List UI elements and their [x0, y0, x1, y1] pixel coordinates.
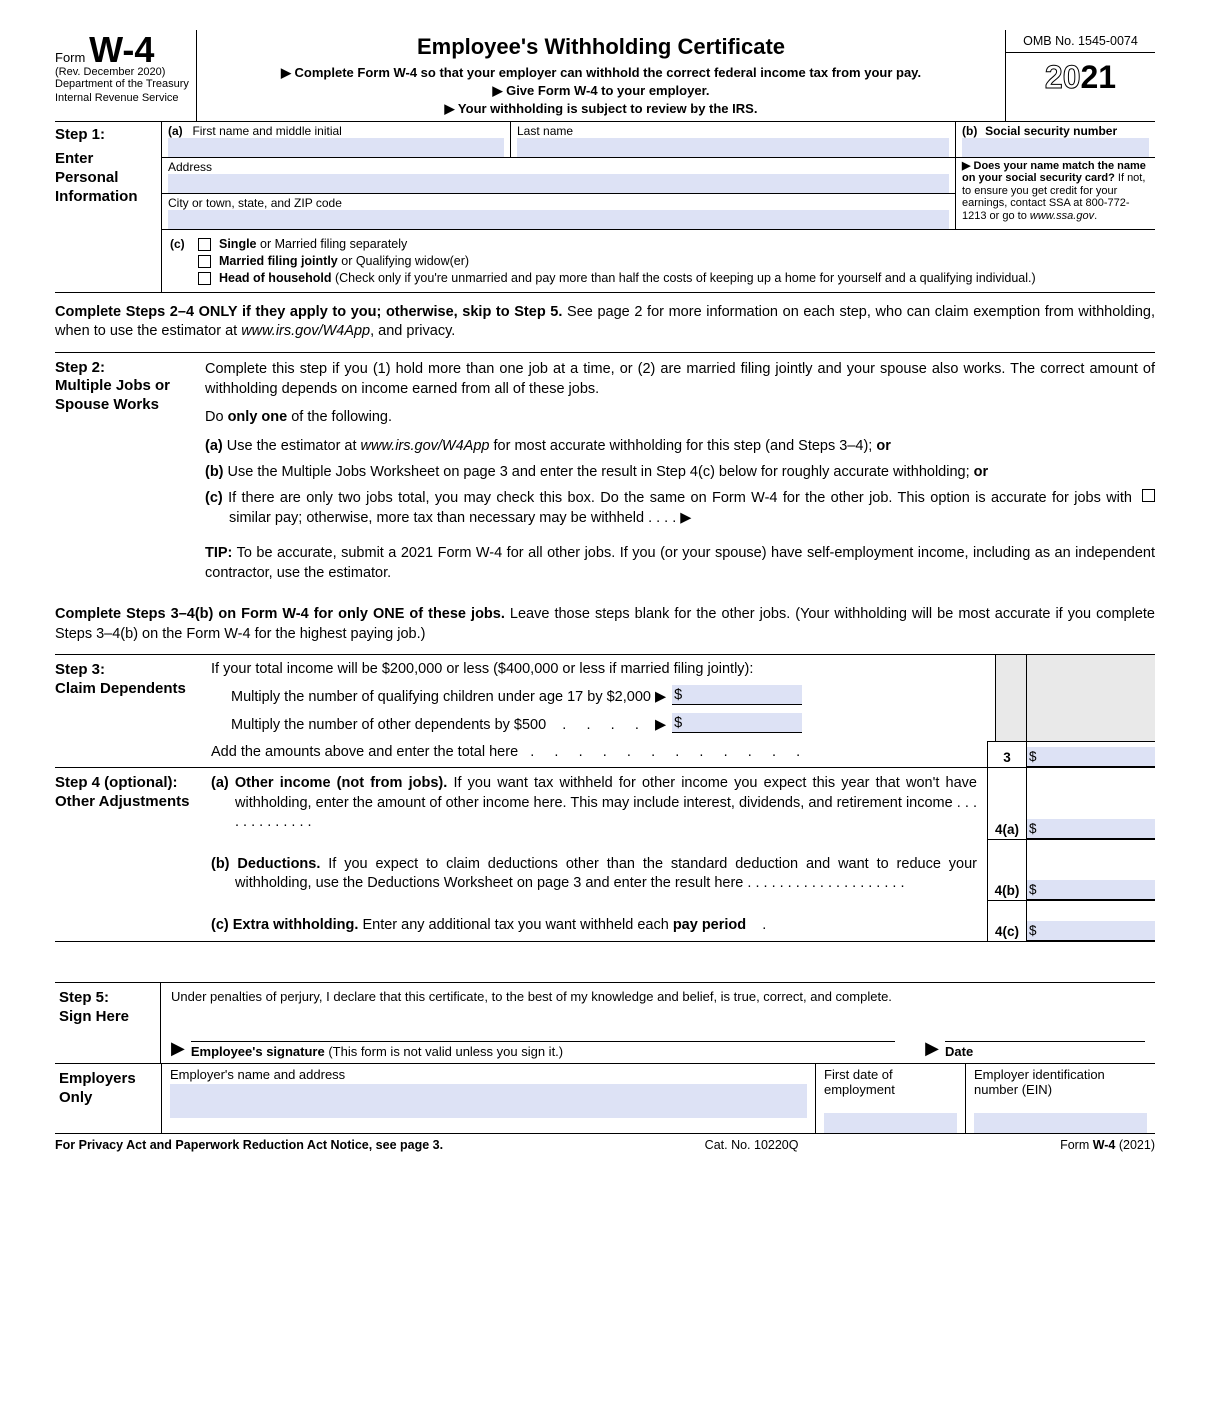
- step4-b: (b) Deductions. If you expect to claim d…: [211, 855, 977, 894]
- label-firstname: First name and middle initial: [192, 124, 341, 138]
- checkbox-2c[interactable]: [1142, 489, 1155, 502]
- tax-year: 2021: [1006, 53, 1155, 96]
- perjury-statement: Under penalties of perjury, I declare th…: [171, 989, 1145, 1004]
- input-4c[interactable]: $: [1027, 921, 1155, 941]
- label-employer-name: Employer's name and address: [170, 1067, 807, 1082]
- checkbox-single[interactable]: [198, 238, 211, 251]
- step3-line2: Multiply the number of other dependents …: [231, 717, 546, 733]
- caret-icon: ▶: [171, 1038, 185, 1059]
- form-word: Form: [55, 50, 85, 65]
- omb-number: OMB No. 1545-0074: [1006, 30, 1155, 53]
- step3: Step 3: Claim Dependents If your total i…: [55, 655, 1155, 741]
- form-header: Form W-4 (Rev. December 2020) Department…: [55, 30, 1155, 122]
- employers-label: Employers Only: [55, 1064, 161, 1133]
- input-first-date[interactable]: [824, 1113, 957, 1133]
- signature-line[interactable]: Employee's signature (This form is not v…: [191, 1041, 895, 1059]
- input-children-amount[interactable]: $: [672, 685, 802, 705]
- footer-left: For Privacy Act and Paperwork Reduction …: [55, 1138, 443, 1152]
- step2: Step 2: Multiple Jobs or Spouse Works Co…: [55, 353, 1155, 602]
- step2-intro: Complete this step if you (1) hold more …: [205, 359, 1155, 400]
- step1: Step 1: Enter Personal Information (a) F…: [55, 122, 1155, 292]
- line-num-3: 3: [987, 741, 1027, 767]
- checkbox-mfj[interactable]: [198, 255, 211, 268]
- step4-label: Step 4 (optional):: [55, 774, 205, 793]
- step2-opt-c: (c) If there are only two jobs total, yo…: [205, 488, 1155, 529]
- label-first-date: First date of employment: [824, 1067, 957, 1097]
- line-num-4c: 4(c): [987, 900, 1027, 942]
- letter-c: (c): [170, 237, 198, 251]
- form-title: Employee's Withholding Certificate: [205, 34, 997, 60]
- input-4a[interactable]: $: [1027, 819, 1155, 839]
- line-num-4b: 4(b): [987, 839, 1027, 900]
- label-city: City or town, state, and ZIP code: [168, 196, 342, 210]
- step4: Step 4 (optional): Other Adjustments (a)…: [55, 768, 1155, 942]
- footer-right: Form W-4 (2021): [1060, 1138, 1155, 1152]
- step2-title: Multiple Jobs or Spouse Works: [55, 377, 197, 415]
- sub1: ▶ Complete Form W-4 so that your employe…: [205, 64, 997, 82]
- step2-opt-a: (a) Use the estimator at www.irs.gov/W4A…: [205, 436, 1155, 456]
- step3-total-label: Add the amounts above and enter the tota…: [211, 744, 518, 760]
- step4-title: Other Adjustments: [55, 793, 205, 812]
- sub2: ▶ Give Form W-4 to your employer.: [205, 82, 997, 100]
- input-step3-total[interactable]: $: [1027, 747, 1155, 767]
- step1-label: Step 1: Enter Personal Information: [55, 122, 161, 292]
- revision: (Rev. December 2020): [55, 66, 192, 78]
- line-num-4a: 4(a): [987, 768, 1027, 839]
- step2-opt-b: (b) Use the Multiple Jobs Worksheet on p…: [205, 462, 1155, 482]
- input-employer-name[interactable]: [170, 1084, 807, 1118]
- step4-c: (c) Extra withholding. Enter any additio…: [211, 916, 977, 936]
- step3-intro: If your total income will be $200,000 or…: [211, 661, 985, 677]
- form-number: W-4: [89, 29, 154, 70]
- step3-line1: Multiply the number of qualifying childr…: [231, 689, 666, 705]
- checkbox-hoh[interactable]: [198, 272, 211, 285]
- label-address: Address: [168, 160, 212, 174]
- header-center: Employee's Withholding Certificate ▶ Com…: [197, 30, 1005, 121]
- input-ssn[interactable]: [962, 138, 1149, 157]
- step3-title: Claim Dependents: [55, 680, 205, 699]
- input-ein[interactable]: [974, 1113, 1147, 1133]
- step2-doonly: Do only one of the following.: [205, 407, 1155, 427]
- step2-label: Step 2:: [55, 359, 197, 378]
- input-dependents-amount[interactable]: $: [672, 713, 802, 733]
- instructions-2-4: Complete Steps 2–4 ONLY if they apply to…: [55, 293, 1155, 352]
- step4-a: (a) Other income (not from jobs). If you…: [211, 774, 977, 833]
- filing-status: (c)Single or Married filing separately M…: [161, 230, 1155, 292]
- instructions-3-4: Complete Steps 3–4(b) on Form W-4 for on…: [55, 601, 1155, 654]
- step5: Step 5: Sign Here Under penalties of per…: [55, 982, 1155, 1064]
- employers-only: Employers Only Employer's name and addre…: [55, 1064, 1155, 1134]
- dept-line2: Internal Revenue Service: [55, 92, 192, 105]
- label-ssn: Social security number: [985, 124, 1117, 138]
- step5-title: Sign Here: [59, 1008, 156, 1027]
- sub3: ▶ Your withholding is subject to review …: [205, 100, 997, 118]
- input-city[interactable]: [168, 210, 949, 229]
- input-address[interactable]: [168, 174, 949, 193]
- page-footer: For Privacy Act and Paperwork Reduction …: [55, 1134, 1155, 1152]
- letter-a: (a): [168, 124, 183, 138]
- input-firstname[interactable]: [168, 138, 504, 157]
- caret-icon: ▶: [925, 1038, 939, 1059]
- header-left: Form W-4 (Rev. December 2020) Department…: [55, 30, 197, 121]
- step5-label: Step 5:: [59, 989, 156, 1008]
- step2-tip: TIP: To be accurate, submit a 2021 Form …: [205, 543, 1155, 584]
- footer-cat: Cat. No. 10220Q: [705, 1138, 799, 1152]
- date-line[interactable]: Date: [945, 1041, 1145, 1059]
- input-4b[interactable]: $: [1027, 880, 1155, 900]
- label-ein: Employer identification number (EIN): [974, 1067, 1147, 1097]
- name-match-note: ▶ Does your name match the name on your …: [955, 158, 1155, 230]
- letter-b: (b): [962, 124, 977, 138]
- step3-label: Step 3:: [55, 661, 205, 680]
- label-lastname: Last name: [517, 124, 573, 138]
- input-lastname[interactable]: [517, 138, 949, 157]
- header-right: OMB No. 1545-0074 2021: [1005, 30, 1155, 121]
- dept-line1: Department of the Treasury: [55, 78, 192, 91]
